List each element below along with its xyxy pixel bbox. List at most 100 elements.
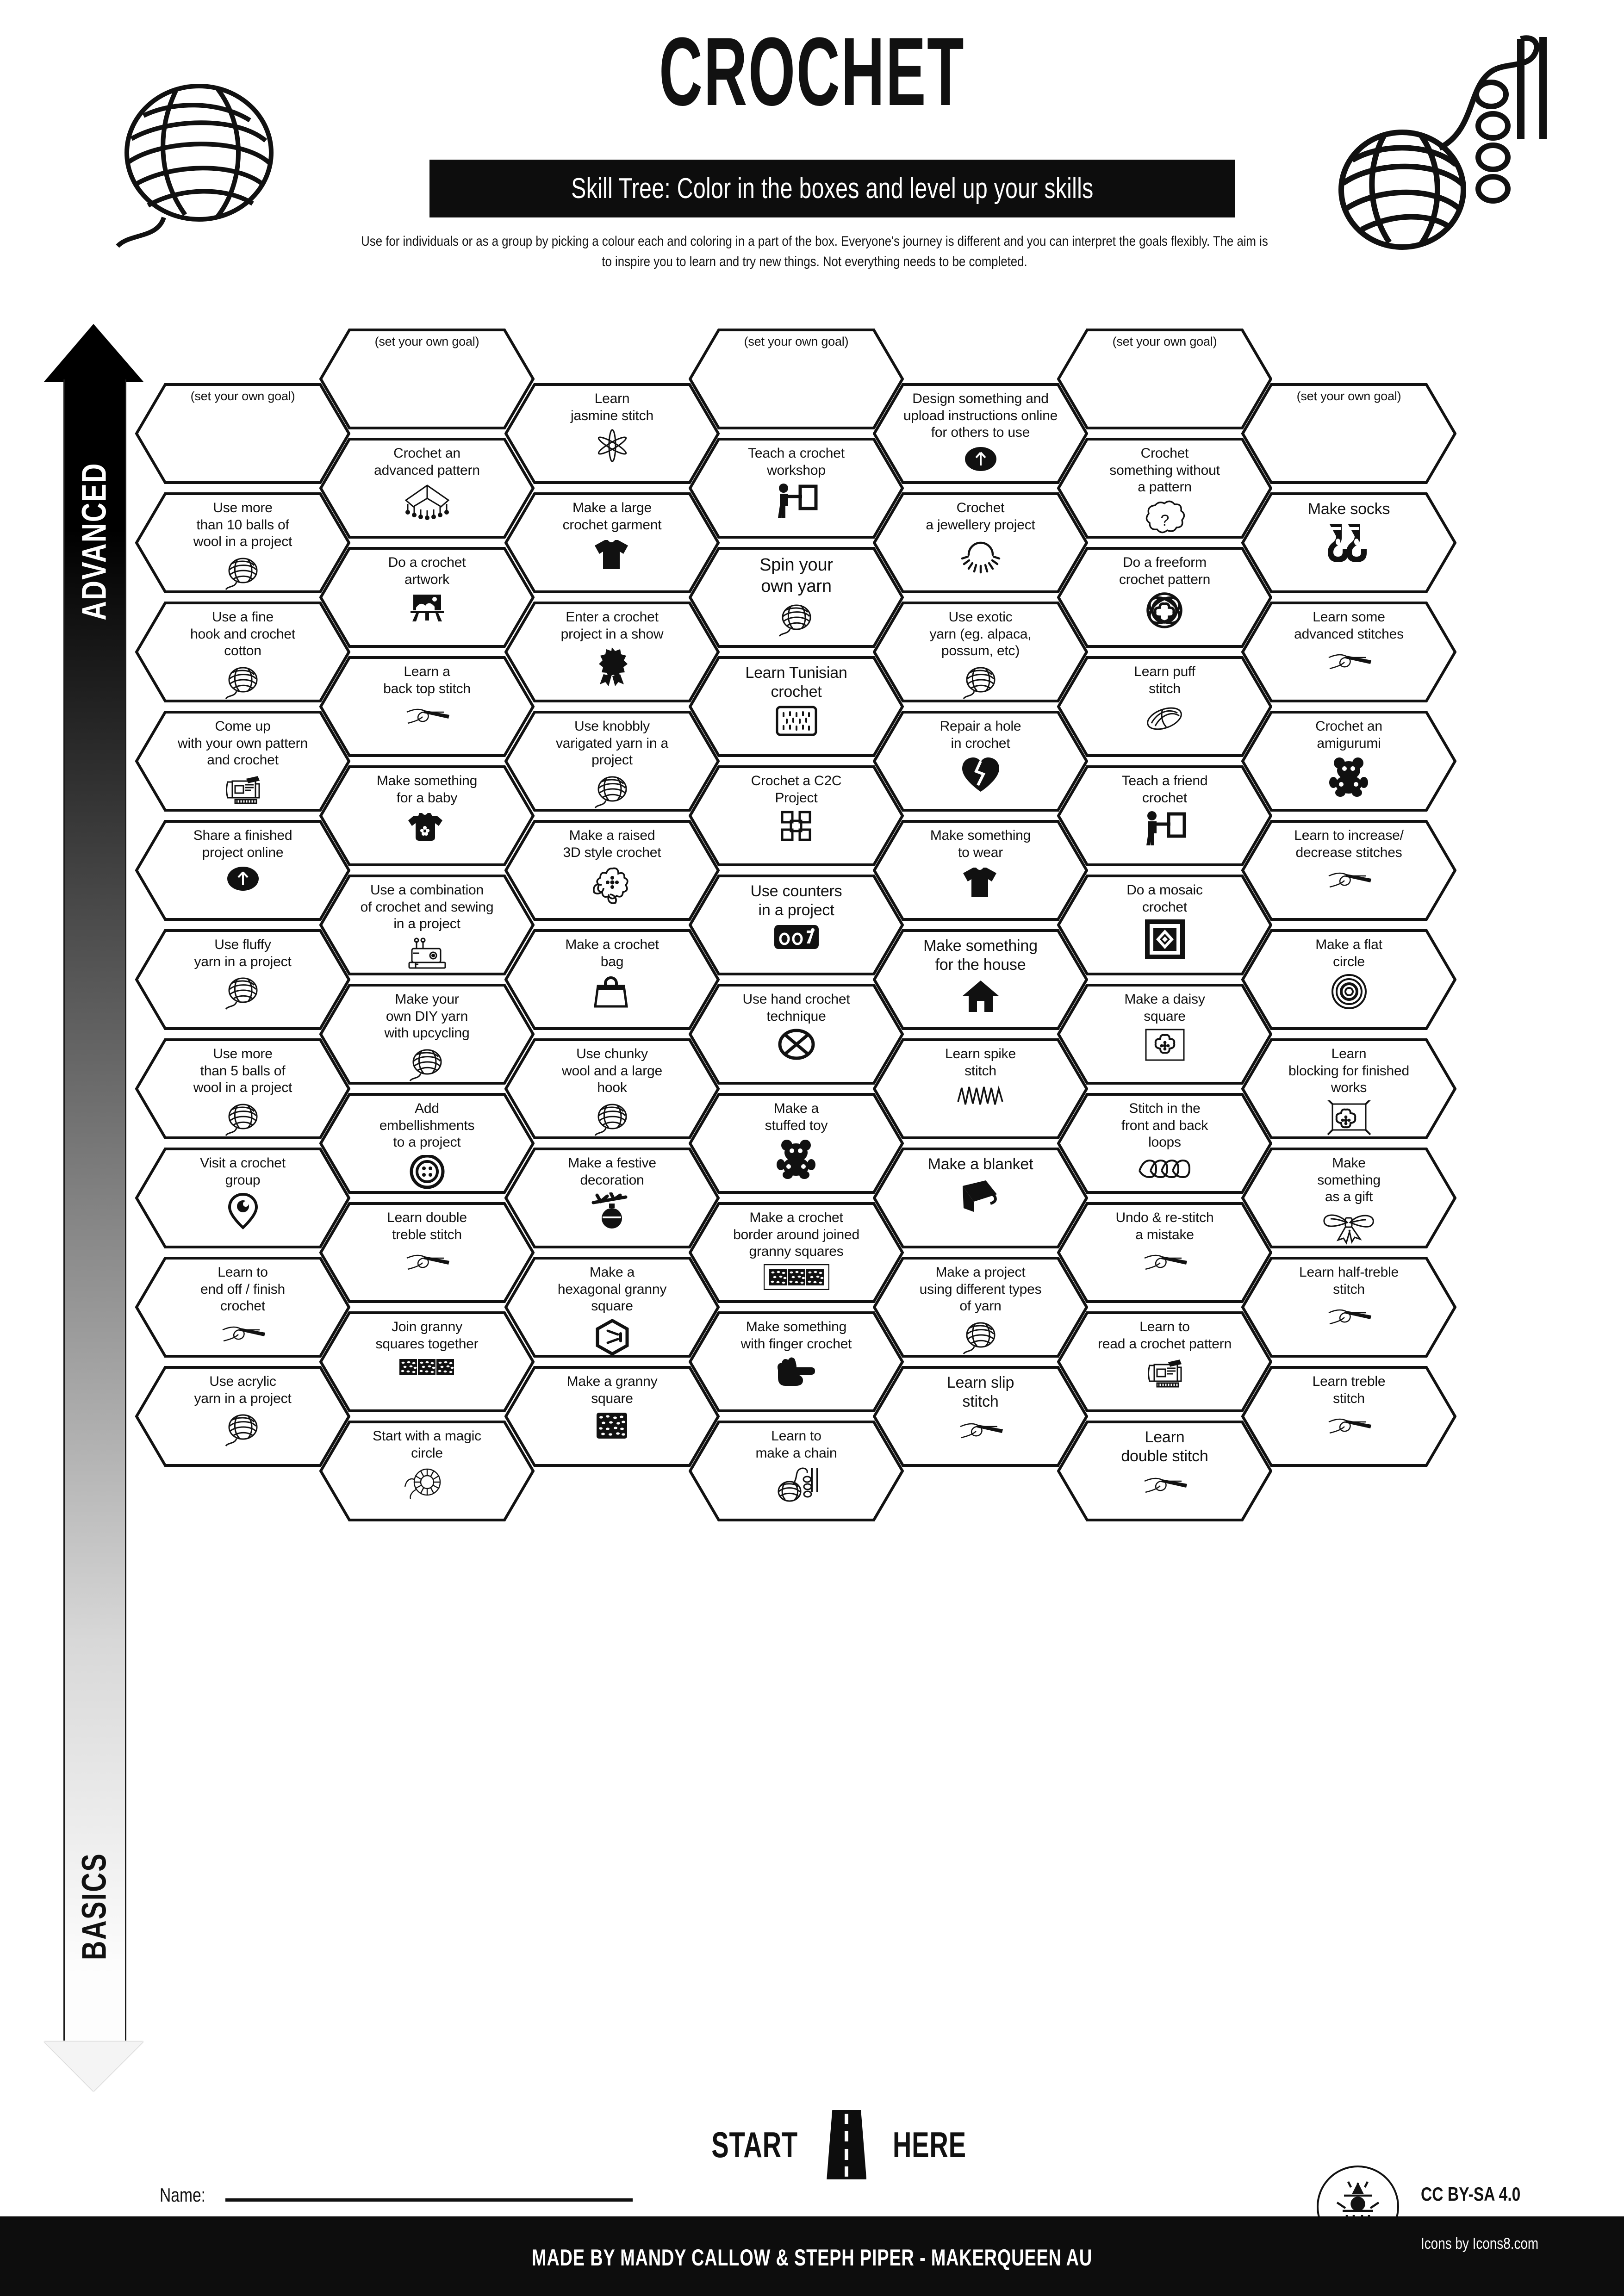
hex-label: Learn to end off / finish crochet <box>200 1265 286 1314</box>
hex-label: (set your own goal) <box>374 335 479 348</box>
skill-hex[interactable]: Learn a back top stitch <box>319 656 535 757</box>
skill-hex[interactable]: Do a freeform crochet pattern <box>1057 547 1272 648</box>
skill-hex[interactable]: Make something for the house <box>873 929 1088 1030</box>
hex-content: Learn half-treble stitch <box>1271 1260 1426 1355</box>
skill-hex[interactable]: Make something as a gift <box>1241 1148 1456 1248</box>
skill-hex[interactable]: Make a raised 3D style crochet <box>504 820 720 921</box>
skill-hex[interactable]: Use exotic yarn (eg. alpaca, possum, etc… <box>873 602 1088 702</box>
skill-hex[interactable]: Make socks <box>1241 492 1456 593</box>
skill-hex[interactable]: Learn to make a chain <box>689 1421 904 1521</box>
skill-hex[interactable]: Teach a crochet workshop <box>689 438 904 539</box>
skill-hex[interactable]: Add embellishments to a project <box>319 1093 535 1194</box>
skill-hex[interactable]: Use counters in a project <box>689 875 904 975</box>
skill-hex[interactable]: Come up with your own pattern and croche… <box>135 711 350 812</box>
skill-hex[interactable]: (set your own goal) <box>319 329 535 429</box>
skill-hex[interactable]: Crochet an advanced pattern <box>319 438 535 539</box>
skill-hex[interactable]: Make your own DIY yarn with upcycling <box>319 984 535 1085</box>
skill-hex[interactable]: Learn to end off / finish crochet <box>135 1257 350 1358</box>
skill-hex[interactable]: Start with a magic circle <box>319 1421 535 1521</box>
skill-hex[interactable]: Make a festive decoration <box>504 1148 720 1248</box>
skill-hex[interactable]: Undo & re-stitch a mistake <box>1057 1202 1272 1303</box>
blanket-icon <box>960 1178 1002 1216</box>
skill-hex[interactable]: Make a hexagonal granny square <box>504 1257 720 1358</box>
skill-hex[interactable]: Join granny squares together <box>319 1311 535 1412</box>
skill-hex[interactable]: (set your own goal) <box>689 329 904 429</box>
skill-hex[interactable]: Use more than 10 balls of wool in a proj… <box>135 492 350 593</box>
skill-hex[interactable]: Make a flat circle <box>1241 929 1456 1030</box>
skill-hex[interactable]: Use hand crochet technique <box>689 984 904 1085</box>
daisy-square-icon <box>1145 1029 1185 1061</box>
skill-hex[interactable]: Learn slip stitch <box>873 1366 1088 1467</box>
hex-content: Make a crochet border around joined gran… <box>719 1205 874 1300</box>
skill-hex[interactable]: Crochet a C2C Project <box>689 765 904 866</box>
hex-outline <box>1241 1257 1456 1358</box>
magic-circle-icon <box>404 1465 450 1502</box>
skill-hex[interactable]: Learn blocking for finished works <box>1241 1038 1456 1139</box>
skill-hex[interactable]: Learn puff stitch <box>1057 656 1272 757</box>
hex-content: Crochet a C2C Project <box>719 768 874 863</box>
skill-hex[interactable]: Use a fine hook and crochet cotton <box>135 602 350 702</box>
hex-label: Crochet a C2C Project <box>751 773 842 806</box>
skill-hex[interactable]: (set your own goal) <box>1241 383 1456 484</box>
skill-hex[interactable]: Learn some advanced stitches <box>1241 602 1456 702</box>
skill-hex[interactable]: (set your own goal) <box>1057 329 1272 429</box>
skill-hex[interactable]: Make something for a baby <box>319 765 535 866</box>
skill-hex[interactable]: Make a blanket <box>873 1148 1088 1248</box>
skill-hex[interactable]: Do a crochet artwork <box>319 547 535 648</box>
skill-hex[interactable]: Use acrylic yarn in a project <box>135 1366 350 1467</box>
skill-hex[interactable]: Use knobbly varigated yarn in a project <box>504 711 720 812</box>
bear-icon <box>1329 756 1369 798</box>
skill-hex[interactable]: Visit a crochet group <box>135 1148 350 1248</box>
hex-label: Learn double stitch <box>1121 1428 1208 1465</box>
skill-hex[interactable]: Stitch in the front and back loops <box>1057 1093 1272 1194</box>
skill-hex[interactable]: Do a mosaic crochet <box>1057 875 1272 975</box>
skill-hex[interactable]: Use more than 5 balls of wool in a proje… <box>135 1038 350 1139</box>
skill-hex[interactable]: Crochet a jewellery project <box>873 492 1088 593</box>
skill-hex[interactable]: Spin your own yarn <box>689 547 904 648</box>
skill-hex[interactable]: Make a crochet bag <box>504 929 720 1030</box>
name-input-rule[interactable] <box>225 2198 633 2202</box>
skill-hex[interactable]: Learn Tunisian crochet <box>689 656 904 757</box>
hex-content: Make something with finger crochet <box>719 1314 874 1409</box>
skill-hex[interactable]: Crochet an amigurumi <box>1241 711 1456 812</box>
skill-hex[interactable]: Learn double stitch <box>1057 1421 1272 1521</box>
skill-hex[interactable]: Enter a crochet project in a show <box>504 602 720 702</box>
skill-hex[interactable]: Learn to read a crochet pattern <box>1057 1311 1272 1412</box>
hex-outline <box>1241 1148 1456 1248</box>
skill-hex[interactable]: Make a large crochet garment <box>504 492 720 593</box>
hex-content: Make a raised 3D style crochet <box>535 823 690 918</box>
skill-hex[interactable]: Make a daisy square <box>1057 984 1272 1085</box>
skill-hex[interactable]: Use chunky wool and a large hook <box>504 1038 720 1139</box>
skill-hex[interactable]: Make a crochet border around joined gran… <box>689 1202 904 1303</box>
skill-hex[interactable]: Make a stuffed toy <box>689 1093 904 1194</box>
socks-icon <box>1326 522 1372 565</box>
hex-content: Make a festive decoration <box>535 1150 690 1246</box>
skill-hex[interactable]: Design something and upload instructions… <box>873 383 1088 484</box>
skill-hex[interactable]: Make a project using different types of … <box>873 1257 1088 1358</box>
skill-hex[interactable]: Use a combination of crochet and sewing … <box>319 875 535 975</box>
skill-hex[interactable]: Use fluffy yarn in a project <box>135 929 350 1030</box>
zigzag-icon <box>957 1083 1004 1107</box>
skill-hex[interactable]: Make something with finger crochet <box>689 1311 904 1412</box>
skill-hex[interactable]: Repair a hole in crochet <box>873 711 1088 812</box>
skill-hex[interactable]: Learn treble stitch <box>1241 1366 1456 1467</box>
skill-hex[interactable]: Learn to increase/ decrease stitches <box>1241 820 1456 921</box>
skill-hex[interactable]: Make something to wear <box>873 820 1088 921</box>
skill-hex[interactable]: Teach a friend crochet <box>1057 765 1272 866</box>
hex-outline <box>1057 438 1272 539</box>
hex-content: Learn to make a chain <box>719 1423 874 1519</box>
hex-outline <box>1057 765 1272 866</box>
hex-outline <box>689 438 904 539</box>
skill-hex[interactable]: Crochet something without a pattern? <box>1057 438 1272 539</box>
skill-hex[interactable]: Make a granny square <box>504 1366 720 1467</box>
skill-hex[interactable]: Share a finished project online <box>135 820 350 921</box>
hex-label: Make something as a gift <box>1317 1155 1381 1205</box>
start-here-marker: START HERE <box>662 2110 1014 2179</box>
skill-hex[interactable]: Learn spike stitch <box>873 1038 1088 1139</box>
skill-hex[interactable]: Learn double treble stitch <box>319 1202 535 1303</box>
skill-hex[interactable]: (set your own goal) <box>135 383 350 484</box>
name-field-row[interactable]: Name: <box>160 2184 633 2206</box>
skill-hex[interactable]: Learn half-treble stitch <box>1241 1257 1456 1358</box>
yarn-ball-icon <box>224 664 261 701</box>
skill-hex[interactable]: Learn jasmine stitch <box>504 383 720 484</box>
